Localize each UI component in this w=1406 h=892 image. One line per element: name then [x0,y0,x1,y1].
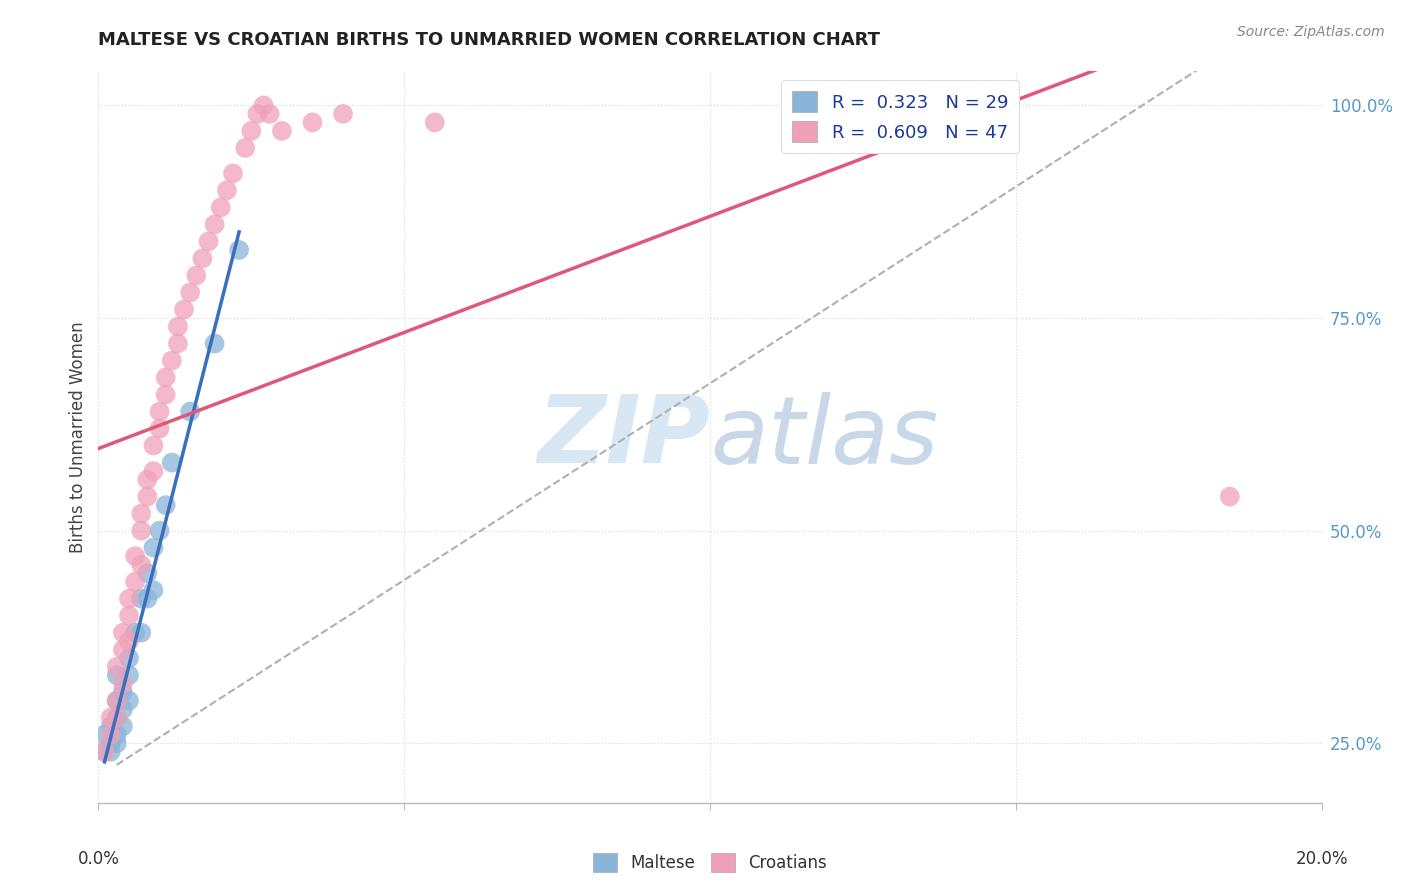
Point [118,608,141,623]
Point [233,141,256,155]
Point [142,583,165,598]
Point [209,201,232,215]
Point [197,235,219,249]
Point [155,387,177,401]
Point [179,285,201,300]
Point [136,591,159,606]
Point [259,107,281,121]
Point [136,566,159,581]
Point [124,574,146,589]
Point [155,370,177,384]
Point [149,421,172,435]
Point [191,252,214,266]
Point [118,634,141,648]
Point [105,728,128,742]
Point [100,719,122,733]
Text: MALTESE VS CROATIAN BIRTHS TO UNMARRIED WOMEN CORRELATION CHART: MALTESE VS CROATIAN BIRTHS TO UNMARRIED … [98,31,880,49]
Point [270,124,292,138]
Text: ZIP: ZIP [537,391,710,483]
Point [186,268,208,283]
Text: Source: ZipAtlas.com: Source: ZipAtlas.com [1237,25,1385,39]
Point [93,745,115,759]
Point [118,591,141,606]
Point [111,677,134,691]
Point [167,319,190,334]
Point [160,456,183,470]
Point [118,668,141,682]
Point [240,124,263,138]
Point [129,524,152,538]
Point [149,524,172,538]
Point [129,591,152,606]
Y-axis label: Births to Unmarried Women: Births to Unmarried Women [69,321,87,553]
Point [111,642,134,657]
Point [142,464,165,478]
Point [100,728,122,742]
Point [93,728,115,742]
Point [228,243,250,257]
Point [105,711,128,725]
Point [111,685,134,699]
Point [252,98,274,112]
Point [215,183,238,197]
Point [124,549,146,563]
Point [173,302,195,317]
Point [222,166,245,180]
Point [167,336,190,351]
Point [332,107,354,121]
Point [136,473,159,487]
Point [111,702,134,716]
Point [124,625,146,640]
Point [105,694,128,708]
Point [129,507,152,521]
Point [155,498,177,512]
Point [105,694,128,708]
Point [160,353,183,368]
Point [142,541,165,555]
Point [100,736,122,750]
Text: 20.0%: 20.0% [1295,849,1348,868]
Point [100,745,122,759]
Point [1219,490,1241,504]
Point [105,736,128,750]
Point [93,745,115,759]
Point [105,668,128,682]
Point [111,625,134,640]
Point [423,115,446,129]
Point [118,651,141,665]
Text: atlas: atlas [710,392,938,483]
Point [142,439,165,453]
Point [111,719,134,733]
Point [105,659,128,673]
Point [246,107,269,121]
Point [129,558,152,572]
Point [204,218,226,232]
Point [118,694,141,708]
Point [136,490,159,504]
Legend: Maltese, Croatians: Maltese, Croatians [586,846,834,879]
Point [100,711,122,725]
Point [149,404,172,418]
Point [179,404,201,418]
Point [204,336,226,351]
Point [301,115,323,129]
Point [129,625,152,640]
Point [105,711,128,725]
Text: 0.0%: 0.0% [77,849,120,868]
